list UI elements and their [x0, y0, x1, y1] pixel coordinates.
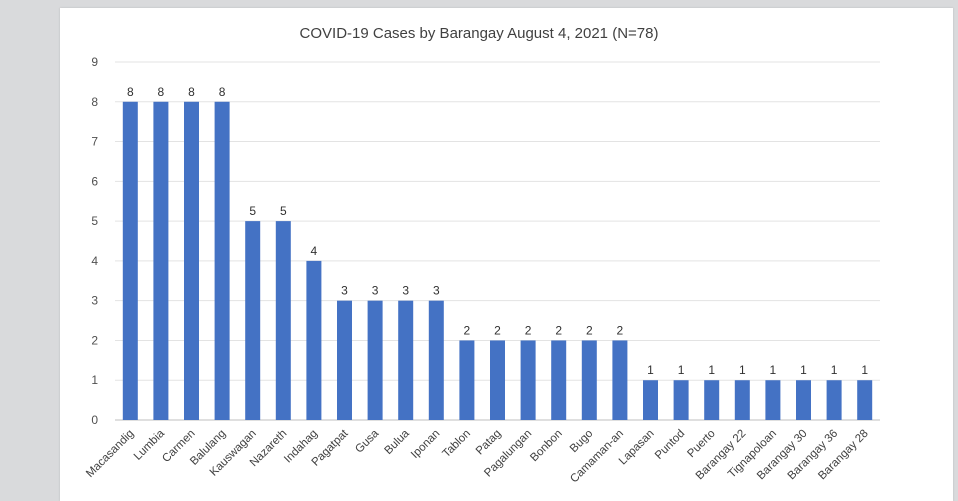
- data-label: 1: [739, 363, 746, 377]
- bar: [551, 340, 567, 420]
- bar: [398, 300, 414, 420]
- chart-title: COVID-19 Cases by Barangay August 4, 202…: [300, 25, 659, 42]
- data-label: 1: [647, 363, 654, 377]
- data-labels: 8 8 8 8 5 5 4 3 3 3 3 2 2 2 2 2 2 1 1 1 1 1 1 1 1: [127, 85, 868, 377]
- bar: [153, 101, 169, 421]
- y-tick-label: 2: [91, 333, 98, 347]
- data-label: 3: [341, 284, 348, 298]
- data-label: 1: [770, 363, 777, 377]
- y-axis: 0 1 2 3 4 5 6 7 8 9: [91, 55, 98, 427]
- bar: [673, 380, 689, 420]
- bar: [275, 221, 291, 420]
- bar: [490, 340, 505, 420]
- bars: [122, 101, 873, 421]
- x-axis: MacasandigLumbiaCarmenBalulangKauswaganN…: [84, 427, 871, 485]
- x-tick-label: Gusa: [353, 427, 381, 455]
- data-label: 2: [617, 323, 624, 337]
- data-label: 2: [586, 323, 593, 337]
- data-label: 1: [800, 363, 807, 377]
- bar: [857, 380, 873, 420]
- data-label: 4: [311, 244, 318, 258]
- x-tick-label: Puntod: [653, 428, 687, 462]
- data-label: 8: [158, 85, 165, 99]
- bar: [459, 340, 475, 420]
- x-tick-label: Bonbon: [528, 428, 565, 465]
- data-label: 3: [433, 284, 440, 298]
- y-tick-label: 5: [91, 214, 98, 228]
- data-label: 3: [402, 284, 409, 298]
- x-tick-label: Iponan: [409, 428, 442, 461]
- y-tick-label: 1: [91, 373, 98, 387]
- y-tick-label: 4: [91, 254, 98, 268]
- bar: [214, 101, 230, 421]
- data-label: 1: [708, 363, 715, 377]
- bar: [643, 380, 658, 420]
- data-label: 2: [555, 323, 562, 337]
- bar: [306, 260, 322, 420]
- bar: [734, 380, 750, 420]
- data-label: 1: [861, 363, 868, 377]
- bar: [581, 340, 597, 420]
- data-label: 2: [494, 323, 501, 337]
- data-label: 8: [188, 85, 195, 99]
- x-tick-label: Tablon: [441, 428, 473, 460]
- y-tick-label: 9: [91, 55, 98, 69]
- data-label: 2: [525, 323, 532, 337]
- y-tick-label: 0: [91, 413, 98, 427]
- bar: [796, 380, 811, 420]
- bar: [826, 380, 842, 420]
- bar: [367, 300, 383, 420]
- x-tick-label: Macasandig: [84, 428, 136, 480]
- y-tick-label: 7: [91, 135, 98, 149]
- bar: [765, 380, 781, 420]
- bar: [122, 101, 138, 421]
- y-tick-label: 3: [91, 294, 98, 308]
- x-tick-label: Bugo: [568, 428, 595, 455]
- y-tick-label: 6: [91, 174, 98, 188]
- data-label: 5: [249, 204, 256, 218]
- data-label: 8: [127, 85, 134, 99]
- y-tick-label: 8: [91, 95, 98, 109]
- bar: [184, 101, 199, 421]
- bar: [704, 380, 720, 420]
- bar: [428, 300, 444, 420]
- bar: [520, 340, 536, 420]
- data-label: 5: [280, 204, 287, 218]
- bar: [337, 300, 352, 420]
- data-label: 1: [678, 363, 685, 377]
- data-label: 8: [219, 85, 226, 99]
- bar: [612, 340, 628, 420]
- bar: [245, 221, 261, 420]
- data-label: 2: [464, 323, 471, 337]
- data-label: 3: [372, 284, 379, 298]
- data-label: 1: [831, 363, 838, 377]
